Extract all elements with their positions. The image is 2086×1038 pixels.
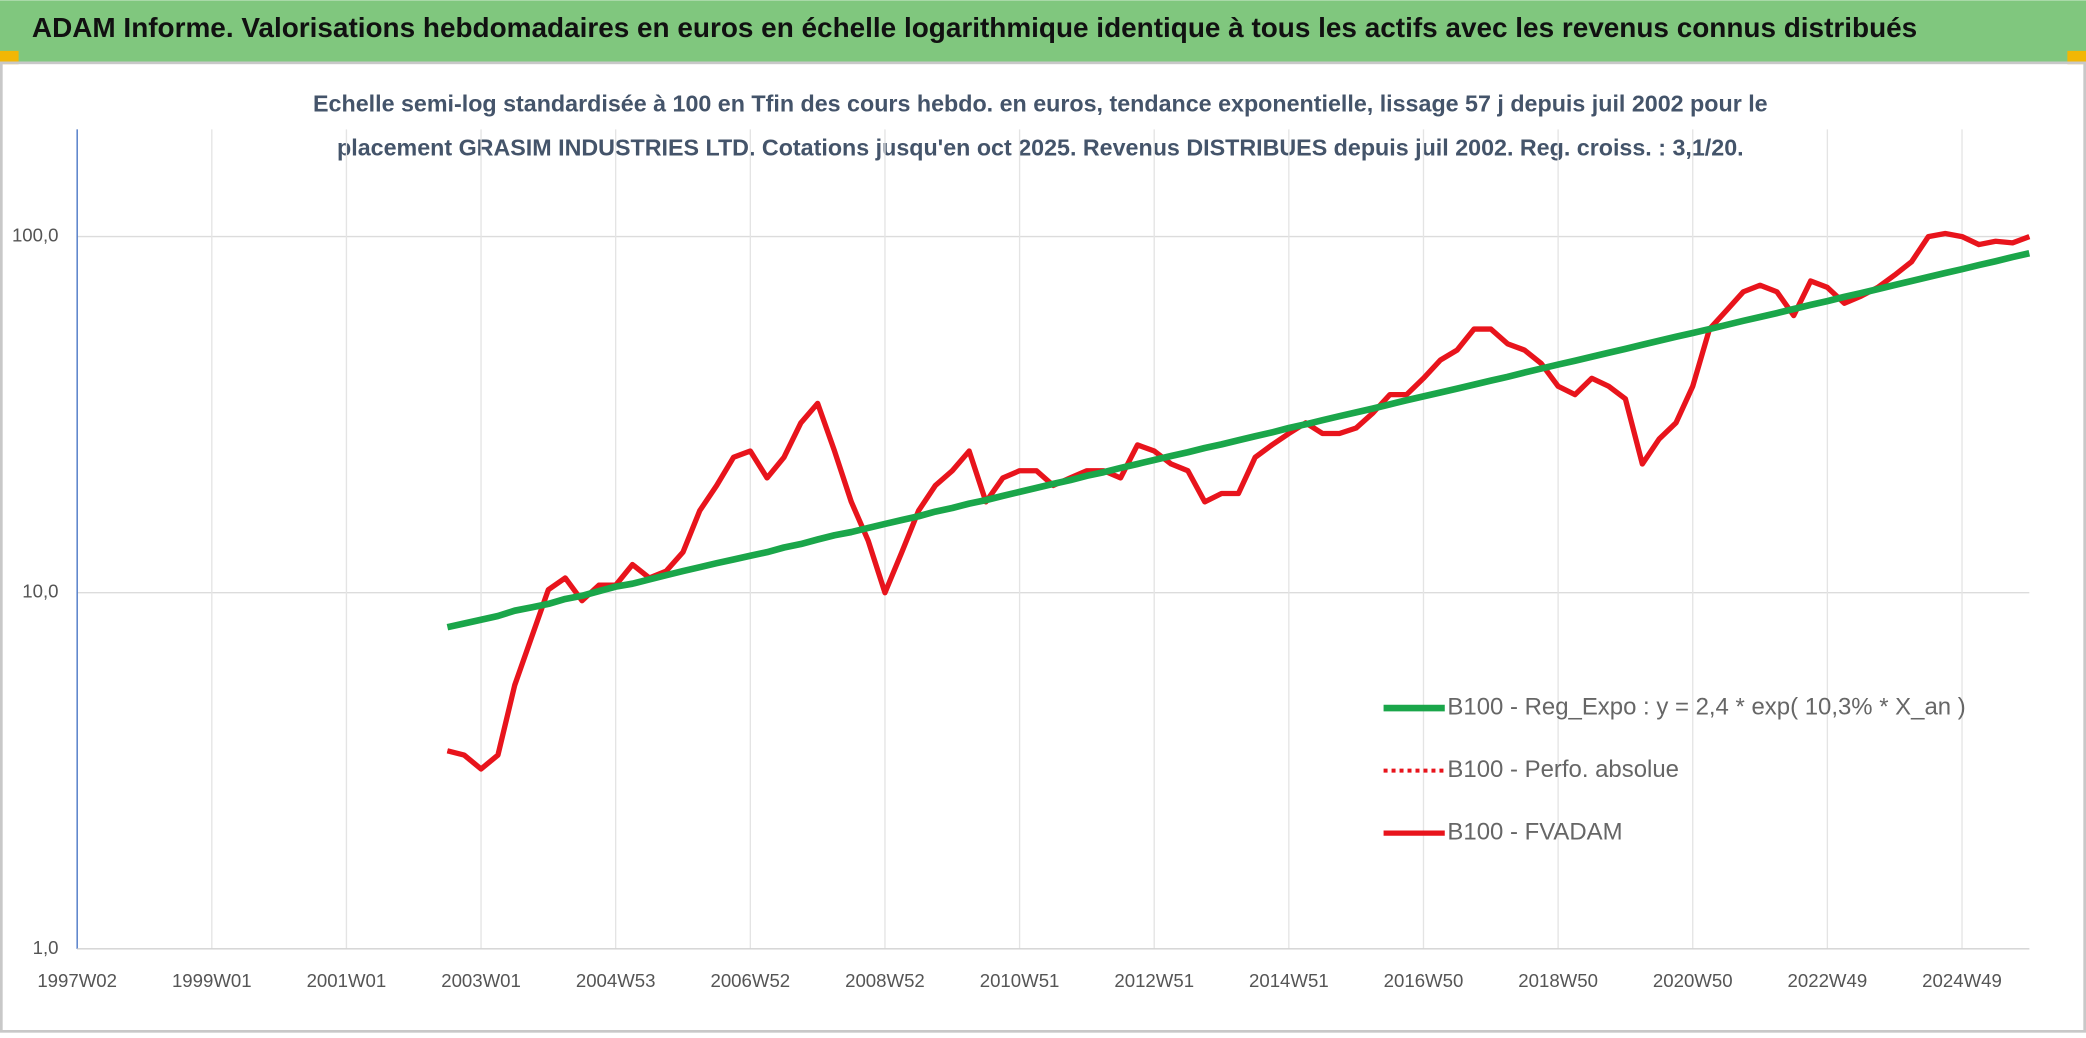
x-tick-label: 2010W51 <box>980 970 1060 991</box>
legend-label: B100 - Perfo. absolue <box>1447 756 1679 783</box>
x-tick-label: 2003W01 <box>441 970 521 991</box>
x-tick-label: 2006W52 <box>710 970 790 991</box>
y-tick-label: 100,0 <box>12 224 59 245</box>
legend-label: B100 - Reg_Expo : y = 2,4 * exp( 10,3% *… <box>1447 693 1965 720</box>
x-tick-label: 1997W02 <box>37 970 117 991</box>
x-tick-label: 2018W50 <box>1518 970 1598 991</box>
chart-frame <box>0 61 2086 1033</box>
chart-subtitle: placement GRASIM INDUSTRIES LTD. Cotatio… <box>337 134 1744 160</box>
y-tick-label: 1,0 <box>33 937 59 958</box>
page-title: ADAM Informe. Valorisations hebdomadaire… <box>32 12 1917 43</box>
x-tick-label: 2012W51 <box>1114 970 1194 991</box>
x-tick-label: 2024W49 <box>1922 970 2002 991</box>
x-tick-label: 2001W01 <box>307 970 387 991</box>
x-tick-label: 2020W50 <box>1653 970 1733 991</box>
x-tick-label: 2008W52 <box>845 970 925 991</box>
chart-subtitle: Echelle semi-log standardisée à 100 en T… <box>313 91 1768 117</box>
corner <box>0 50 19 65</box>
header-bar <box>0 0 2086 62</box>
series-line <box>446 249 2031 631</box>
plot: 1,0 10,0 100,0 1997W02 1999W01 2001W01 2003W01… <box>12 129 2031 991</box>
y-tick-label: 10,0 <box>22 581 58 602</box>
legend-label: B100 - FVADAM <box>1447 818 1622 845</box>
x-tick-label: 2016W50 <box>1384 970 1464 991</box>
series-line <box>446 230 2031 772</box>
x-tick-label: 1999W01 <box>172 970 252 991</box>
x-tick-label: 2014W51 <box>1249 970 1329 991</box>
corner <box>2067 50 2086 65</box>
x-tick-label: 2022W49 <box>1788 970 1868 991</box>
x-tick-label: 2004W53 <box>576 970 656 991</box>
